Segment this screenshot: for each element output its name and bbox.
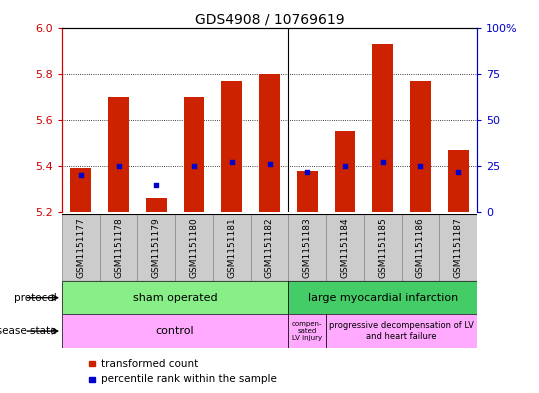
Point: [77, 172, 85, 178]
Bar: [137, 214, 175, 281]
Text: large myocardial infarction: large myocardial infarction: [308, 293, 458, 303]
Bar: [297, 171, 317, 212]
Text: GSM1151180: GSM1151180: [190, 217, 198, 278]
Bar: [326, 214, 364, 281]
Title: GDS4908 / 10769619: GDS4908 / 10769619: [195, 12, 344, 26]
Bar: [222, 81, 242, 212]
Text: GSM1151179: GSM1151179: [152, 217, 161, 278]
Text: GSM1151186: GSM1151186: [416, 217, 425, 278]
Point: [265, 161, 274, 167]
Bar: [259, 74, 280, 212]
Text: GSM1151181: GSM1151181: [227, 217, 236, 278]
Point: [190, 163, 198, 169]
Point: [378, 159, 387, 165]
Text: GSM1151178: GSM1151178: [114, 217, 123, 278]
Bar: [71, 168, 91, 212]
Bar: [175, 214, 213, 281]
Point: [303, 169, 312, 175]
Text: GSM1151187: GSM1151187: [454, 217, 462, 278]
Bar: [251, 214, 288, 281]
Text: percentile rank within the sample: percentile rank within the sample: [101, 374, 277, 384]
Bar: [402, 214, 439, 281]
Text: transformed count: transformed count: [101, 358, 198, 369]
Text: progressive decompensation of LV
and heart failure: progressive decompensation of LV and hea…: [329, 321, 474, 341]
Point: [454, 169, 462, 175]
Text: control: control: [156, 326, 195, 336]
Bar: [213, 214, 251, 281]
Bar: [100, 214, 137, 281]
Point: [416, 163, 425, 169]
Text: protocol: protocol: [14, 293, 57, 303]
Text: GSM1151182: GSM1151182: [265, 217, 274, 278]
Text: compen-
sated
LV injury: compen- sated LV injury: [292, 321, 322, 341]
Bar: [288, 281, 477, 314]
Bar: [326, 314, 477, 348]
Bar: [62, 281, 288, 314]
Bar: [288, 314, 326, 348]
Text: GSM1151185: GSM1151185: [378, 217, 387, 278]
Bar: [448, 150, 468, 212]
Point: [227, 159, 236, 165]
Text: sham operated: sham operated: [133, 293, 218, 303]
Text: GSM1151184: GSM1151184: [341, 217, 349, 278]
Text: disease state: disease state: [0, 326, 57, 336]
Point: [152, 182, 161, 188]
Bar: [146, 198, 167, 212]
Bar: [62, 314, 288, 348]
Text: GSM1151177: GSM1151177: [77, 217, 85, 278]
Bar: [372, 44, 393, 212]
Bar: [410, 81, 431, 212]
Text: GSM1151183: GSM1151183: [303, 217, 312, 278]
Point: [341, 163, 349, 169]
Bar: [62, 214, 100, 281]
Bar: [288, 214, 326, 281]
Bar: [184, 97, 204, 212]
Point: [114, 163, 123, 169]
Bar: [108, 97, 129, 212]
Bar: [364, 214, 402, 281]
Bar: [335, 131, 355, 212]
Bar: [439, 214, 477, 281]
